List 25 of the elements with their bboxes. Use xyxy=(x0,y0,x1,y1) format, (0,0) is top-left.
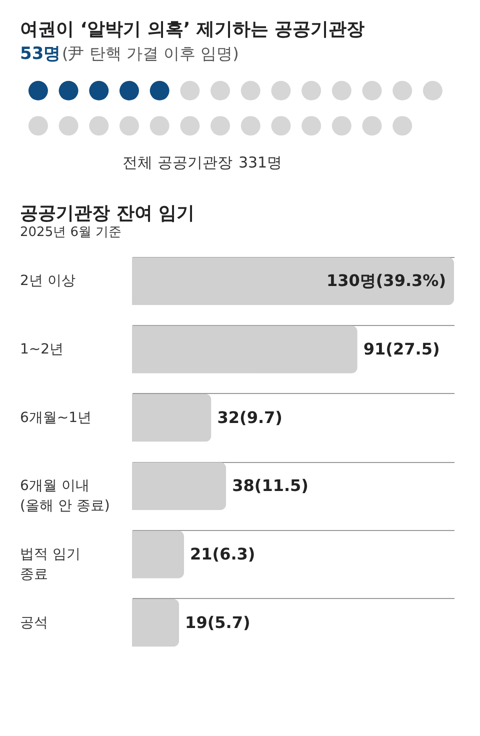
text: (尹 탄핵 가결 이후 임명) xyxy=(62,44,239,63)
data-label: 32(9.7) xyxy=(217,408,282,427)
y-tick-label: 2년 이상 xyxy=(20,273,76,290)
y-tick-label: 6개월~1년 xyxy=(20,410,92,426)
bar xyxy=(132,394,212,442)
y-tick-label: 1~2년 xyxy=(20,342,64,358)
data-label: 91(27.5) xyxy=(363,340,440,358)
text: 전체 공공기관장 xyxy=(122,154,232,172)
data-label: 19(5.7) xyxy=(185,612,250,632)
bar xyxy=(132,530,184,578)
bar xyxy=(132,257,454,306)
bar xyxy=(132,462,226,510)
bar xyxy=(132,326,358,374)
chart-title: 공공기관장 잔여 임기 xyxy=(20,203,195,224)
data-label: 38(11.5) xyxy=(232,476,308,496)
y-tick-label: 법적 임기 종료 xyxy=(20,546,80,582)
y-tick-label: 공석 xyxy=(20,614,48,631)
y-tick-label: 6개월 이내 (올해 안 종료) xyxy=(20,478,110,514)
data-label: 331명 xyxy=(238,154,282,172)
data-label: 21(6.3) xyxy=(190,544,256,564)
text: 여권이 ‘알박기 의혹’ 제기하는 공공기관장 xyxy=(20,18,365,40)
data-label: 130명(39.3%) xyxy=(326,271,446,290)
chart-subtitle: 2025년 6월 기준 xyxy=(20,225,122,240)
data-label: 53명 xyxy=(20,44,61,64)
bar xyxy=(132,598,180,647)
